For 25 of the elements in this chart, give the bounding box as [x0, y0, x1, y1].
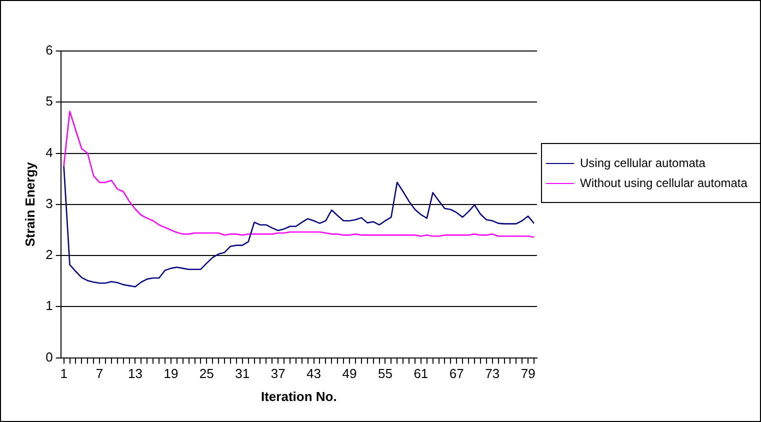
x-tick-label: 55 — [378, 366, 392, 382]
x-tick-label: 61 — [414, 366, 428, 382]
x-tick-label: 37 — [270, 366, 286, 382]
y-tick-label: 4 — [46, 144, 53, 160]
legend-label: Using cellular automata — [580, 156, 706, 170]
x-tick-label: 19 — [164, 366, 178, 382]
y-tick-label: 5 — [46, 94, 53, 109]
x-tick-label: 73 — [485, 366, 500, 382]
x-tick-label: 7 — [96, 366, 104, 382]
x-tick-label: 31 — [235, 366, 250, 382]
y-tick-label: 3 — [46, 196, 53, 211]
x-tick-label: 43 — [306, 366, 322, 382]
legend-label: Without using cellular automata — [580, 176, 748, 190]
x-axis-title: Iteration No. — [260, 388, 337, 404]
x-tick-label: 13 — [128, 366, 142, 382]
y-axis-title: Strain Energy — [22, 161, 38, 247]
x-tick-label: 49 — [342, 366, 357, 382]
x-tick-label: 79 — [520, 366, 536, 382]
x-tick-label: 25 — [199, 366, 214, 382]
y-tick-label: 2 — [46, 247, 53, 262]
x-tick-label: 1 — [60, 366, 68, 382]
y-tick-label: 6 — [46, 42, 53, 58]
y-tick-label: 0 — [46, 349, 53, 364]
x-tick-label: 67 — [449, 366, 464, 382]
y-tick-label: 1 — [46, 298, 53, 314]
